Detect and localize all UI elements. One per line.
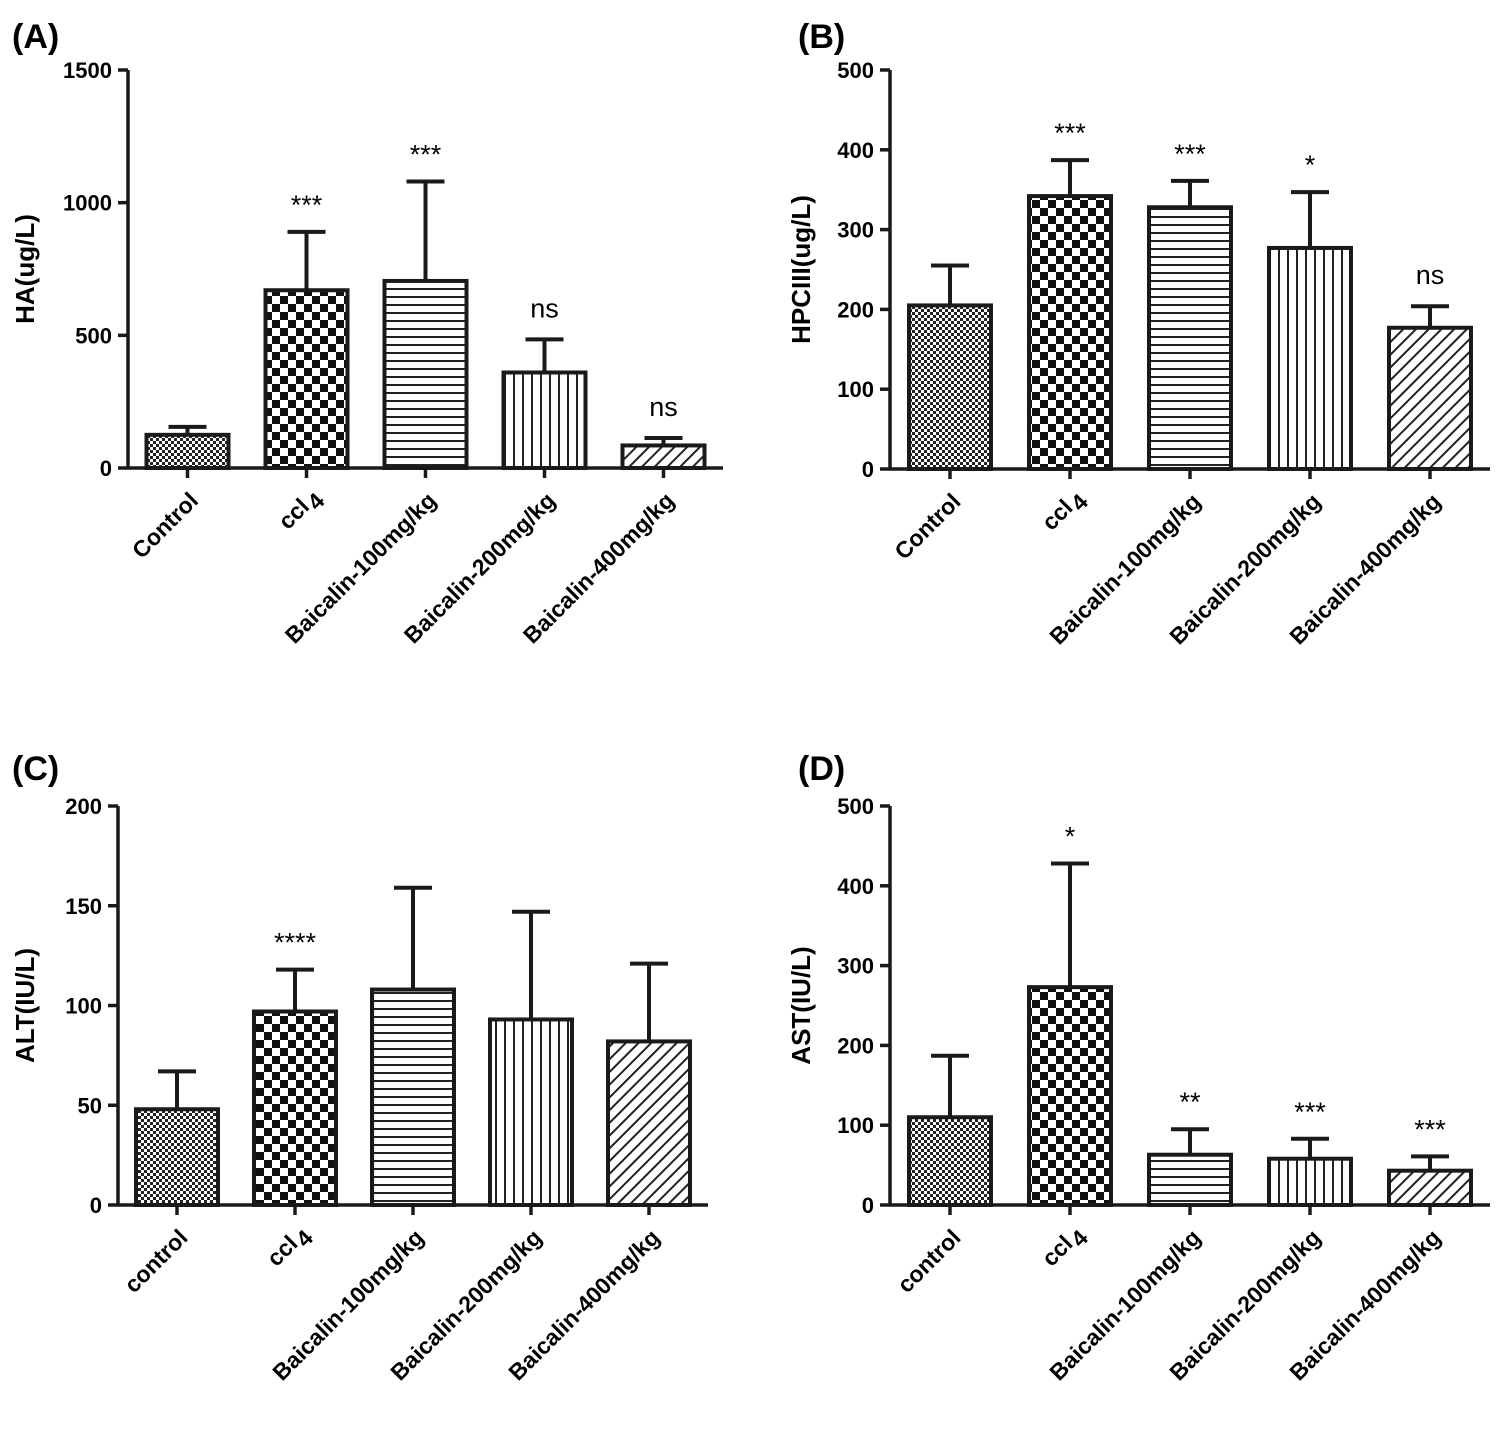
bar (488, 1017, 574, 1208)
bar (620, 443, 707, 470)
bar (1147, 1152, 1233, 1207)
bar (252, 1009, 338, 1207)
panel-label: (B) (798, 18, 845, 56)
y-tick-label: 500 (75, 323, 112, 348)
panel-d: (D)AST(IU/L)0100200300400500control*ccl4… (786, 750, 1490, 1385)
y-tick-label: 300 (837, 218, 874, 243)
bar (263, 288, 350, 470)
panel-label: (D) (798, 750, 845, 788)
y-tick-label: 200 (837, 1033, 874, 1058)
y-tick-label: 100 (837, 377, 874, 402)
y-tick-label: 400 (837, 874, 874, 899)
significance-label: ns (649, 392, 678, 422)
panel-label: (C) (12, 750, 59, 788)
significance-label: ** (1179, 1087, 1201, 1117)
y-axis-label: ALT(IU/L) (10, 948, 40, 1063)
y-tick-label: 0 (862, 457, 874, 482)
y-axis-label: HPCIII(ug/L) (786, 195, 816, 344)
significance-label: ns (1416, 260, 1445, 290)
bar (907, 303, 993, 471)
y-tick-label: 1500 (63, 58, 112, 83)
y-tick-label: 100 (837, 1113, 874, 1138)
bar (1387, 325, 1473, 471)
panel-label: (A) (12, 18, 59, 56)
bar (1027, 194, 1113, 471)
y-tick-label: 1000 (63, 191, 112, 216)
y-tick-label: 50 (78, 1093, 102, 1118)
y-tick-label: 150 (65, 894, 102, 919)
y-tick-label: 0 (100, 456, 112, 481)
significance-label: *** (1294, 1097, 1326, 1127)
x-tick-label: Control (889, 488, 965, 564)
significance-label: *** (291, 190, 323, 220)
y-tick-label: 500 (837, 58, 874, 83)
significance-label: *** (1054, 118, 1086, 148)
panel-a: (A)HA(ug/L)050010001500Control***ccl4***… (10, 18, 723, 648)
y-tick-label: 500 (837, 794, 874, 819)
significance-label: *** (1414, 1114, 1446, 1144)
bar (1267, 1156, 1353, 1207)
y-tick-label: 0 (862, 1193, 874, 1218)
x-tick-label: control (892, 1224, 966, 1298)
bar (907, 1115, 993, 1207)
bar (382, 278, 469, 470)
significance-label: * (1305, 150, 1316, 180)
panel-c: (C)ALT(IU/L)050100150200control****ccl4B… (10, 750, 708, 1385)
y-tick-label: 300 (837, 954, 874, 979)
bar (144, 432, 231, 471)
y-tick-label: 100 (65, 994, 102, 1019)
y-tick-label: 0 (90, 1193, 102, 1218)
bar (1027, 985, 1113, 1207)
bar (1387, 1168, 1473, 1208)
y-tick-label: 200 (837, 297, 874, 322)
significance-label: *** (1174, 139, 1206, 169)
y-tick-label: 200 (65, 794, 102, 819)
significance-label: ns (530, 293, 559, 323)
bar (606, 1039, 692, 1208)
significance-label: **** (274, 928, 317, 958)
significance-label: * (1065, 821, 1076, 851)
y-axis-label: HA(ug/L) (10, 214, 40, 324)
significance-label: *** (410, 139, 442, 169)
bar (1267, 245, 1353, 471)
x-tick-label: Control (127, 487, 203, 563)
y-axis-label: AST(IU/L) (786, 946, 816, 1064)
y-tick-label: 400 (837, 138, 874, 163)
bar (134, 1107, 220, 1207)
bar (1147, 205, 1233, 471)
bar (370, 987, 456, 1207)
bar (501, 370, 588, 471)
x-tick-label: control (119, 1224, 193, 1298)
panel-b: (B)HPCIII(ug/L)0100200300400500Control**… (786, 18, 1490, 649)
